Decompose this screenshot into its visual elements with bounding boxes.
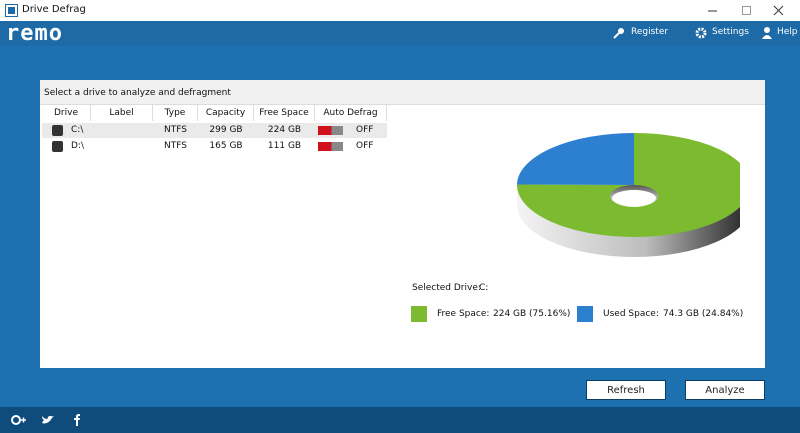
table-row[interactable] bbox=[42, 123, 387, 138]
user-icon bbox=[762, 27, 772, 39]
auto-defrag: OFF bbox=[356, 141, 374, 151]
social-icons[interactable] bbox=[10, 413, 90, 427]
auto-defrag: OFF bbox=[356, 125, 374, 135]
analyze-button[interactable]: Analyze bbox=[685, 380, 765, 400]
selected-value: C: bbox=[479, 283, 489, 293]
column-header: Drive bbox=[42, 105, 91, 121]
defrag-bar bbox=[318, 142, 343, 151]
key-icon bbox=[613, 28, 624, 39]
nav-help[interactable]: Help bbox=[777, 27, 798, 37]
title-bar: Drive Defrag bbox=[0, 0, 800, 21]
panel-heading: Select a drive to analyze and defragment bbox=[44, 88, 231, 98]
capacity: 165 GB bbox=[209, 141, 243, 151]
panel-strip: Select a drive to analyze and defragment bbox=[40, 80, 765, 105]
legend-text: 74.3 GB (24.84%) bbox=[663, 309, 744, 319]
free-space: 111 GB bbox=[267, 141, 302, 151]
drive-name: D:\ bbox=[71, 141, 84, 151]
column-header: Type bbox=[153, 105, 198, 121]
legend-label: Free Space: bbox=[437, 309, 490, 319]
column-header: Auto Defrag bbox=[315, 105, 387, 121]
pie-slice bbox=[517, 133, 634, 185]
defrag-bar bbox=[318, 126, 343, 135]
logo: remo bbox=[6, 21, 63, 46]
type: NTFS bbox=[164, 125, 187, 135]
main-panel: Select a drive to analyze and defragment… bbox=[40, 80, 765, 368]
selected-label: Selected Drive: bbox=[412, 283, 481, 293]
legend-text: 224 GB (75.16%) bbox=[493, 309, 571, 319]
column-header: Free Space bbox=[254, 105, 315, 121]
legend-label: Used Space: bbox=[603, 309, 659, 319]
refresh-button[interactable]: Refresh bbox=[586, 380, 666, 400]
column-header: Capacity bbox=[198, 105, 254, 121]
legend-swatch bbox=[411, 306, 427, 322]
pie-chart bbox=[517, 133, 740, 257]
legend-swatch bbox=[577, 306, 593, 322]
capacity: 299 GB bbox=[209, 125, 243, 135]
app-icon bbox=[5, 4, 18, 17]
window-controls[interactable] bbox=[700, 0, 800, 21]
drive-icon bbox=[52, 125, 63, 136]
footer-bar bbox=[0, 407, 800, 433]
header-bar: remo Register Settings Help bbox=[0, 21, 800, 46]
drive-table: Drive Label Type Capacity Free Space Auto Def… bbox=[42, 105, 389, 155]
type: NTFS bbox=[164, 141, 187, 151]
gear-icon bbox=[695, 27, 707, 39]
nav-settings[interactable]: Settings bbox=[712, 27, 749, 37]
pie-slice bbox=[517, 133, 740, 237]
drive-icon bbox=[52, 141, 63, 152]
nav-register[interactable]: Register bbox=[631, 27, 669, 37]
pie-hole-inner bbox=[612, 190, 656, 206]
drive-name: C:\ bbox=[71, 125, 84, 135]
window-title: Drive Defrag bbox=[22, 4, 86, 15]
free-space: 224 GB bbox=[267, 125, 302, 135]
table-row[interactable] bbox=[42, 139, 387, 154]
column-header: Label bbox=[91, 105, 153, 121]
